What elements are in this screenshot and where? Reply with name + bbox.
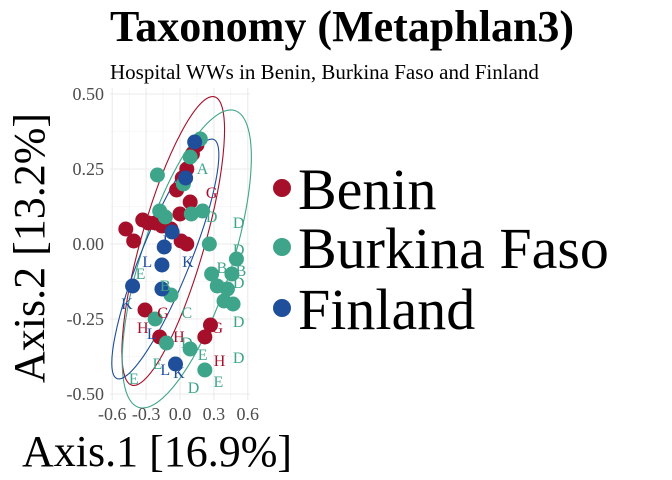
x-tick-label: 0.3	[203, 404, 226, 424]
data-point-benin	[179, 236, 195, 252]
point-label-finland: L	[142, 254, 152, 271]
data-point-burkina-faso	[149, 167, 165, 183]
legend-label-benin: Benin	[298, 157, 437, 222]
y-axis-ticks: -0.50 -0.25 0.00 0.25 0.50	[67, 84, 105, 404]
y-tick-label: 0.50	[73, 84, 105, 104]
ellipse-finland	[111, 138, 220, 380]
point-label-burkina-faso: D	[206, 209, 218, 226]
point-label-burkina-faso: D	[233, 242, 245, 259]
point-label-burkina-faso: B	[236, 263, 247, 280]
y-axis-label: Axis.2 [13.2%]	[5, 113, 54, 383]
chart-title: Taxonomy (Metaphlan3)	[110, 2, 574, 51]
data-point-burkina-faso	[158, 335, 174, 351]
x-tick-label: 0.6	[236, 404, 259, 424]
point-label-burkina-faso: E	[129, 371, 139, 388]
point-label-burkina-faso: A	[197, 161, 209, 178]
data-point-burkina-faso	[197, 362, 213, 378]
data-point-burkina-faso	[183, 206, 199, 222]
data-point-finland	[125, 278, 141, 294]
point-label-finland: L	[160, 362, 170, 379]
data-point-finland	[167, 356, 183, 372]
x-axis-ticks: -0.6 -0.3 0.0 0.3 0.6	[98, 404, 259, 424]
data-point-benin	[182, 194, 198, 210]
legend-label-burkina-faso: Burkina Faso	[298, 216, 609, 281]
data-point-burkina-faso	[209, 278, 225, 294]
point-label-finland: K	[121, 296, 133, 313]
data-point-benin	[202, 317, 218, 333]
data-point-burkina-faso	[201, 236, 217, 252]
point-label-burkina-faso: E	[136, 266, 146, 283]
point-label-burkina-faso: C	[181, 305, 192, 322]
point-label-burkina-faso: D	[188, 380, 200, 397]
point-label-burkina-faso: E	[213, 374, 223, 391]
y-tick-label: 0.25	[73, 159, 105, 179]
point-label-benin: G	[206, 185, 218, 202]
data-point-finland	[178, 170, 194, 186]
data-point-benin	[197, 329, 213, 345]
point-label-benin: H	[137, 320, 149, 337]
data-point-burkina-faso	[157, 209, 173, 225]
data-point-finland	[164, 224, 180, 240]
legend-key-benin	[273, 179, 291, 197]
chart-subtitle: Hospital WWs in Benin, Burkina Faso and …	[110, 60, 539, 84]
data-point-burkina-faso	[224, 266, 240, 282]
data-point-burkina-faso	[195, 203, 211, 219]
point-label-burkina-faso: E	[153, 356, 163, 373]
y-tick-label: -0.25	[67, 309, 105, 329]
legend-key-burkina-faso	[273, 238, 291, 256]
point-label-benin: G	[211, 320, 223, 337]
data-point-burkina-faso	[147, 311, 163, 327]
data-point-finland	[154, 257, 170, 273]
data-point-benin	[118, 221, 134, 237]
point-label-burkina-faso: D	[233, 314, 245, 331]
data-point-benin	[137, 302, 153, 318]
x-tick-label: -0.3	[132, 404, 161, 424]
point-label-benin: H	[173, 329, 185, 346]
point-label-finland: K	[182, 254, 194, 271]
point-label-benin: H	[214, 353, 226, 370]
data-point-finland	[187, 134, 203, 150]
point-label-benin: G	[157, 305, 169, 322]
x-axis-label: Axis.1 [16.9%]	[22, 427, 292, 476]
y-tick-label: -0.50	[67, 384, 105, 404]
point-label-burkina-faso: E	[198, 347, 208, 364]
data-point-burkina-faso	[204, 266, 220, 282]
point-label-finland: L	[147, 326, 157, 343]
data-point-finland	[154, 281, 170, 297]
x-tick-label: 0.0	[169, 404, 192, 424]
point-label-burkina-faso: B	[160, 278, 171, 295]
data-point-burkina-faso	[228, 251, 244, 267]
point-label-burkina-faso: D	[233, 275, 245, 292]
point-label-burkina-faso: D	[233, 350, 245, 367]
y-tick-label: 0.00	[73, 234, 105, 254]
point-label-burkina-faso: B	[216, 260, 227, 277]
data-point-finland	[156, 239, 172, 255]
data-point-burkina-faso	[225, 296, 241, 312]
x-tick-label: -0.6	[98, 404, 127, 424]
point-label-finland: K	[173, 365, 185, 382]
point-label-burkina-faso: D	[181, 335, 193, 352]
data-point-benin	[126, 233, 142, 249]
data-point-burkina-faso	[182, 341, 198, 357]
data-point-burkina-faso	[182, 149, 198, 165]
scatter-points	[118, 131, 244, 378]
legend-label-finland: Finland	[298, 277, 475, 342]
legend-key-finland	[273, 299, 291, 317]
ellipse-benin	[121, 95, 226, 387]
point-label-finland: L	[163, 233, 173, 250]
data-point-benin	[172, 206, 188, 222]
point-label-burkina-faso: D	[233, 215, 245, 232]
